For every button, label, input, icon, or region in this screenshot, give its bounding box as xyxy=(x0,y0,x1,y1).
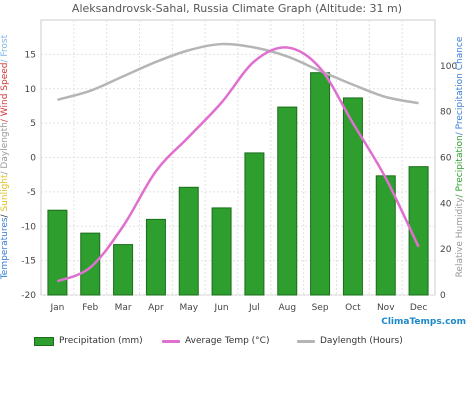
precipitation-bar xyxy=(342,97,363,296)
daylength-line xyxy=(57,42,419,105)
right-axis-label-part-2: / Precipitation Chance xyxy=(455,36,465,136)
legend-swatch-daylength xyxy=(297,339,315,343)
left-tick-label: 15 xyxy=(25,50,36,60)
left-axis-label-part-0: Temperatures xyxy=(0,217,10,280)
x-tick-label: May xyxy=(179,303,198,313)
left-tick-label: -20 xyxy=(21,291,36,301)
right-axis-label: Relative Humidity/ Precipitation/ Precip… xyxy=(455,32,469,282)
precipitation-bar xyxy=(178,186,199,296)
right-tick-label: 0 xyxy=(440,291,446,301)
right-tick-label: 20 xyxy=(440,245,452,255)
precipitation-bar xyxy=(244,152,265,296)
left-axis-label-part-3: / Daylength xyxy=(0,122,10,175)
legend-item-daylength: Daylength (Hours) xyxy=(297,336,403,346)
legend-label-precipitation: Precipitation (mm) xyxy=(59,336,143,346)
precipitation-bar xyxy=(113,244,134,296)
legend-label-daylength: Daylength (Hours) xyxy=(320,336,403,346)
precipitation-bar xyxy=(408,166,429,296)
right-tick-label: 100 xyxy=(440,62,457,72)
left-tick-label: 5 xyxy=(30,119,36,129)
watermark: ClimaTemps.com xyxy=(381,317,466,327)
x-tick-label: Feb xyxy=(82,303,98,313)
right-tick-label: 60 xyxy=(440,154,452,164)
x-tick-label: Nov xyxy=(377,303,395,313)
legend-item-precipitation: Precipitation (mm) xyxy=(34,336,143,346)
precipitation-bar xyxy=(211,207,232,296)
legend-item-average-temp: Average Temp (°C) xyxy=(162,336,269,346)
x-tick-label: Jul xyxy=(248,303,260,313)
average-temp-line xyxy=(56,46,420,283)
precipitation-bar xyxy=(277,106,298,296)
precipitation-bar xyxy=(47,209,68,296)
legend-swatch-precipitation xyxy=(34,336,54,346)
precipitation-bar xyxy=(145,218,166,296)
right-tick-label: 80 xyxy=(440,108,452,118)
left-tick-label: 0 xyxy=(30,154,36,164)
x-tick-label: Dec xyxy=(410,303,427,313)
precipitation-bar xyxy=(310,72,331,296)
precipitation-bar xyxy=(80,232,101,296)
legend: Precipitation (mm) Average Temp (°C) Day… xyxy=(0,334,474,354)
left-axis-label-part-5: / Frost xyxy=(0,34,10,63)
chart-title: Aleksandrovsk-Sahal, Russia Climate Grap… xyxy=(71,2,403,15)
left-tick-label: -10 xyxy=(21,222,36,232)
left-axis-label-part-1: / xyxy=(0,211,10,218)
right-axis-label-part-0: Relative Humidity xyxy=(455,197,465,278)
right-axis-label-part-1: / Precipitation xyxy=(455,135,465,198)
left-axis-label-part-2: Sunlight xyxy=(0,174,10,212)
x-tick-label: Jun xyxy=(214,303,229,313)
x-tick-label: Jan xyxy=(49,303,64,313)
right-tick-label: 40 xyxy=(440,199,452,209)
x-tick-label: Oct xyxy=(345,303,361,313)
left-tick-label: -5 xyxy=(27,188,36,198)
left-axis-label-part-4: / Wind Speed xyxy=(0,62,10,123)
legend-label-average-temp: Average Temp (°C) xyxy=(185,336,270,346)
x-tick-label: Aug xyxy=(278,303,296,313)
left-tick-label: -15 xyxy=(21,257,36,267)
x-tick-label: Apr xyxy=(148,303,164,313)
legend-swatch-average-temp xyxy=(162,339,180,343)
left-axis-label: Temperatures/ Sunlight/ Daylength/ Wind … xyxy=(0,32,14,282)
x-tick-label: Mar xyxy=(115,303,132,313)
x-tick-label: Sep xyxy=(312,303,329,313)
left-tick-label: 10 xyxy=(25,85,37,95)
